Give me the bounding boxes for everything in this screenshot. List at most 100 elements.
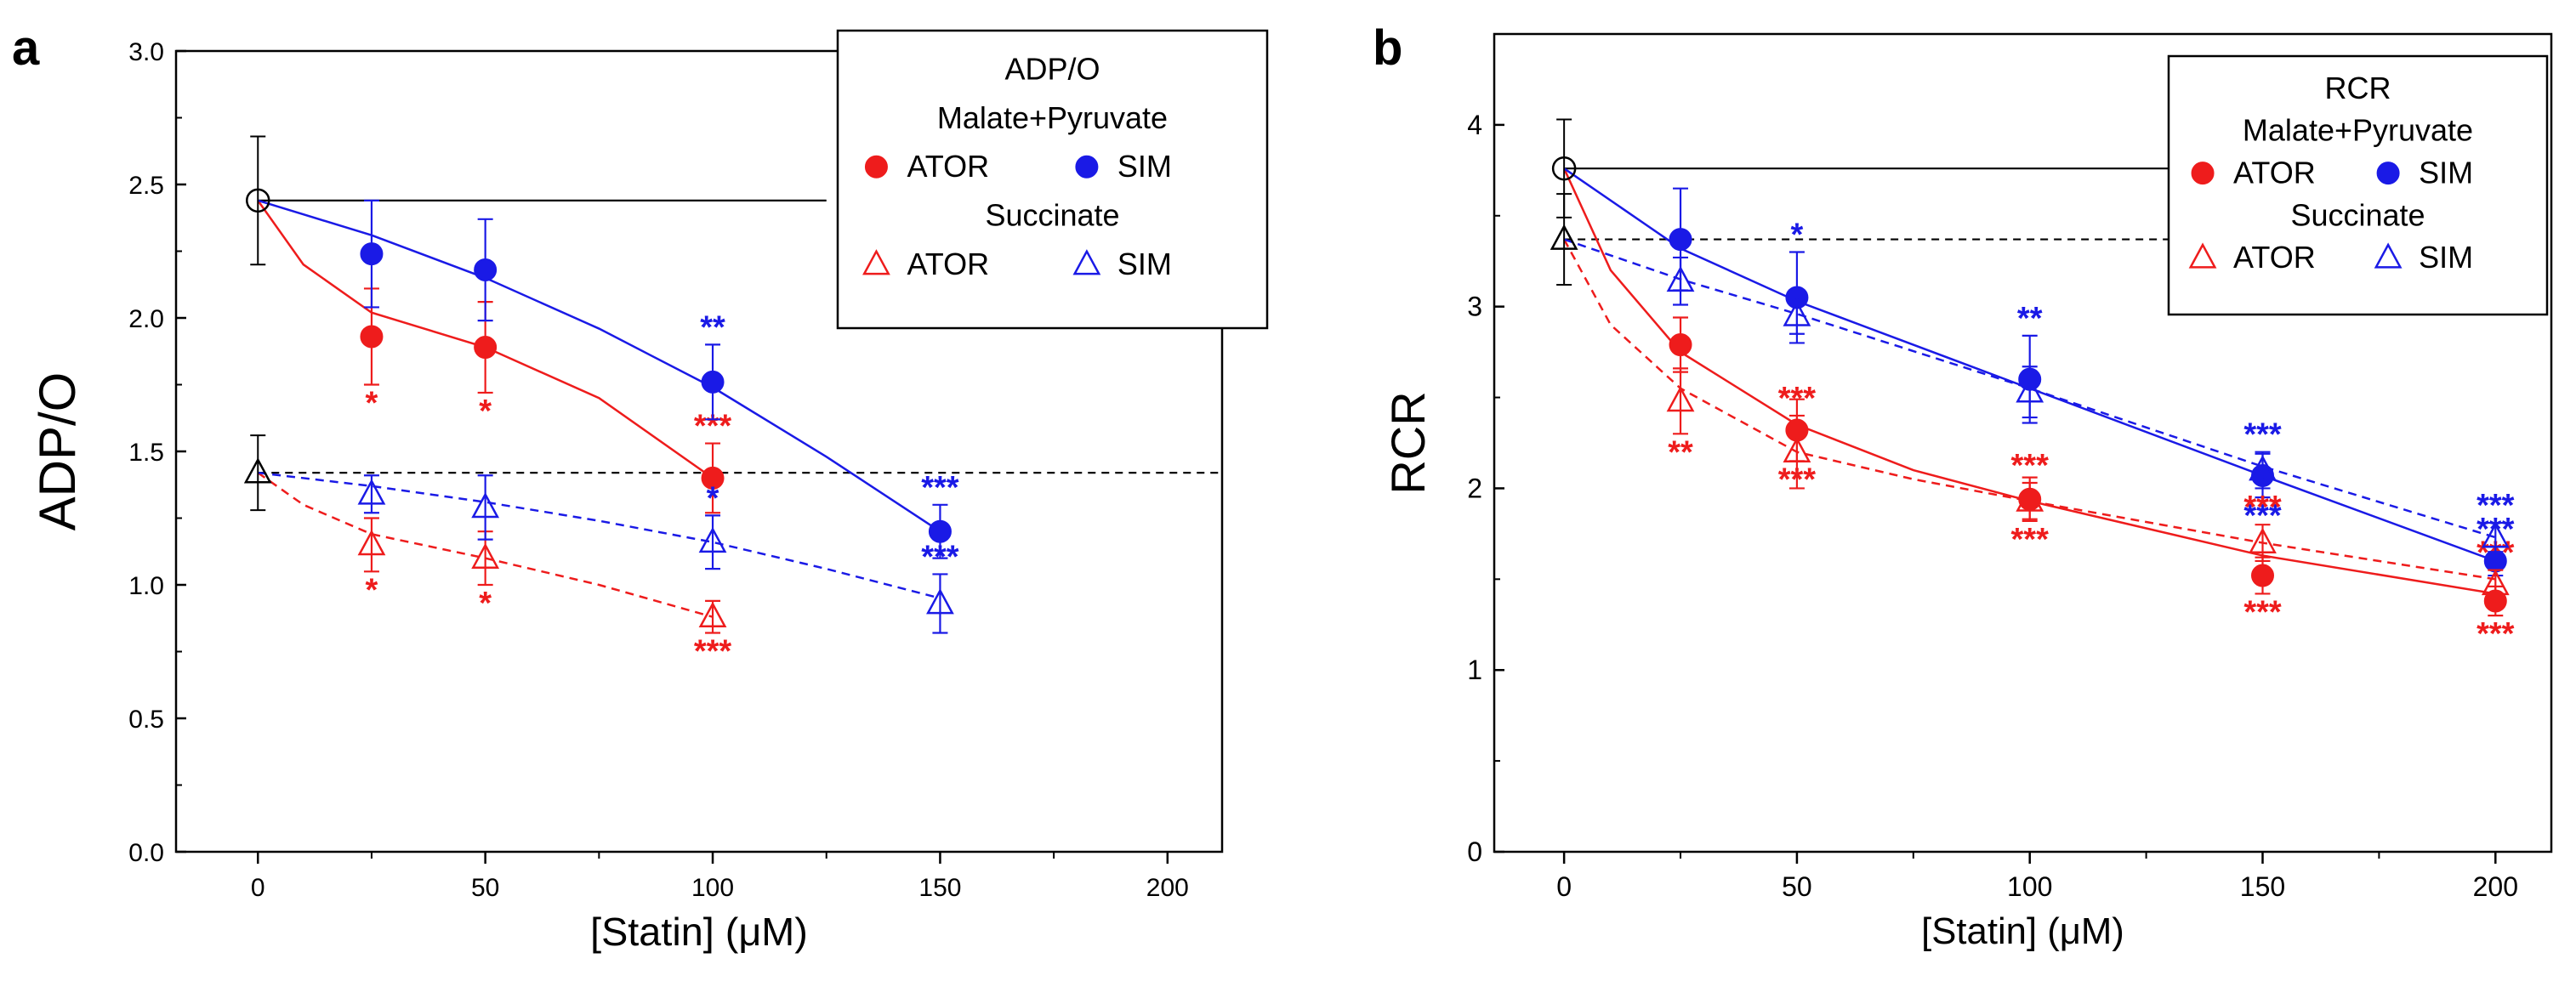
significance-label-ator-succinate: ***: [694, 634, 732, 670]
data-point-sim-malate-pyruvate: [701, 370, 725, 394]
legend-box: [836, 29, 1269, 330]
data-point-sim-succinate: [1783, 300, 1811, 326]
data-point-ator-succinate: [357, 529, 386, 556]
data-point-sim-succinate: [926, 588, 954, 615]
control-succinate-marker: [243, 457, 272, 484]
data-point-ator-succinate: [2249, 527, 2277, 553]
legend-marker-sim: [2374, 242, 2403, 269]
y-tick-label: 1: [1467, 655, 1482, 685]
fit-curve-sim-succinate: [1563, 238, 2496, 539]
significance-label-sim-malate-pyruvate: ***: [921, 470, 959, 506]
fit-curve-sim-malate-pyruvate: [1563, 167, 2496, 563]
x-tick-label: 0: [1556, 871, 1572, 902]
significance-label-sim-succinate: ***: [2476, 488, 2515, 524]
legend-marker-sim: [2376, 162, 2400, 185]
data-point-sim-succinate: [2016, 377, 2044, 403]
data-point-sim-succinate: [2249, 455, 2277, 481]
y-axis-label: RCR: [1381, 391, 1435, 494]
x-tick-label: 50: [471, 874, 499, 902]
significance-label-ator-succinate: ***: [2011, 448, 2050, 484]
data-point-sim-malate-pyruvate: [474, 258, 498, 281]
significance-label-ator-succinate: **: [1668, 434, 1693, 470]
data-point-ator-malate-pyruvate: [2251, 564, 2275, 587]
y-tick-label: 0: [1467, 836, 1482, 867]
y-tick-label: 2.5: [128, 172, 164, 200]
x-tick-label: 0: [251, 874, 265, 902]
y-tick-label: 3.0: [128, 38, 164, 66]
legend-label-ator: ATOR: [907, 247, 989, 281]
significance-label-ator-malate-pyruvate: *: [366, 386, 378, 422]
significance-label-ator-succinate: ***: [1778, 381, 1817, 417]
legend-group-succinate: Succinate: [985, 198, 1119, 233]
data-point-ator-succinate: [698, 601, 727, 628]
y-tick-label: 1.0: [128, 572, 164, 600]
data-point-ator-succinate: [2481, 569, 2510, 596]
data-point-sim-succinate: [2481, 522, 2510, 548]
data-point-sim-malate-pyruvate: [928, 519, 952, 543]
data-point-ator-succinate: [471, 542, 500, 569]
significance-label-sim-succinate: ***: [2243, 417, 2282, 453]
x-tick-label: 200: [1146, 874, 1189, 902]
legend-marker-sim: [1072, 249, 1101, 275]
data-point-ator-malate-pyruvate: [701, 466, 725, 490]
y-axis-label: ADP/O: [29, 372, 86, 531]
legend-box: [2167, 54, 2549, 316]
data-point-sim-succinate: [357, 479, 386, 505]
fit-curve-ator-malate-pyruvate: [257, 200, 714, 479]
significance-label-sim-malate-pyruvate: *: [1791, 218, 1804, 253]
x-tick-label: 100: [691, 874, 734, 902]
legend-label-sim: SIM: [2419, 156, 2473, 190]
x-tick-label: 200: [2473, 871, 2518, 902]
fit-curve-ator-succinate: [257, 472, 714, 618]
legend-marker-ator: [862, 249, 890, 275]
significance-label-ator-malate-pyruvate: *: [479, 394, 492, 429]
x-tick-label: 150: [918, 874, 961, 902]
data-point-sim-succinate: [698, 526, 727, 553]
legend-marker-sim: [1075, 155, 1099, 179]
x-axis-label: [Statin] (μM): [1921, 910, 2124, 952]
panel-a-letter: a: [12, 20, 40, 76]
data-point-ator-malate-pyruvate: [360, 325, 384, 349]
legend-group-succinate: Succinate: [2290, 197, 2425, 232]
data-point-ator-succinate: [2016, 485, 2044, 512]
fit-curve-ator-succinate: [1563, 238, 2496, 581]
fit-curve-sim-succinate: [258, 471, 941, 599]
legend-label-sim: SIM: [1117, 247, 1172, 281]
legend-label-ator: ATOR: [2233, 240, 2316, 275]
legend-marker-ator: [2191, 162, 2215, 185]
data-point-sim-malate-pyruvate: [360, 242, 384, 266]
data-point-ator-malate-pyruvate: [474, 336, 498, 360]
legend-marker-ator: [864, 155, 888, 179]
y-tick-label: 0.0: [128, 839, 164, 867]
data-point-sim-succinate: [1666, 265, 1695, 292]
significance-label-ator-malate-pyruvate: ***: [2011, 522, 2050, 558]
data-point-ator-malate-pyruvate: [1669, 333, 1692, 357]
y-tick-label: 0.5: [128, 706, 164, 734]
x-tick-label: 50: [1782, 871, 1812, 902]
y-tick-label: 2: [1467, 473, 1482, 503]
legend-label-sim: SIM: [1117, 149, 1172, 184]
control-malate-pyruvate-marker: [1551, 156, 1577, 181]
x-tick-label: 100: [2007, 871, 2052, 902]
significance-label-sim-malate-pyruvate: **: [2017, 301, 2043, 337]
significance-label-ator-malate-pyruvate: ***: [2243, 594, 2282, 630]
control-malate-pyruvate-marker: [246, 188, 270, 213]
panel-b-letter: b: [1373, 20, 1402, 76]
significance-label-sim-succinate: *: [707, 480, 719, 516]
x-axis-label: [Statin] (μM): [590, 910, 808, 954]
data-point-ator-succinate: [1783, 436, 1811, 463]
x-tick-label: 150: [2240, 871, 2285, 902]
data-point-sim-succinate: [471, 491, 500, 519]
significance-label-sim-malate-pyruvate: **: [700, 309, 725, 345]
significance-label-ator-succinate: *: [366, 572, 378, 608]
significance-label-sim-succinate: ***: [921, 539, 959, 575]
legend-label-ator: ATOR: [2233, 156, 2316, 190]
legend-title: RCR: [2325, 71, 2391, 105]
legend-label-sim: SIM: [2419, 240, 2473, 275]
legend-marker-ator: [2188, 242, 2217, 269]
y-tick-label: 1.5: [128, 439, 164, 467]
y-tick-label: 2.0: [128, 305, 164, 333]
legend-group-malate-pyruvate: Malate+Pyruvate: [937, 100, 1168, 135]
